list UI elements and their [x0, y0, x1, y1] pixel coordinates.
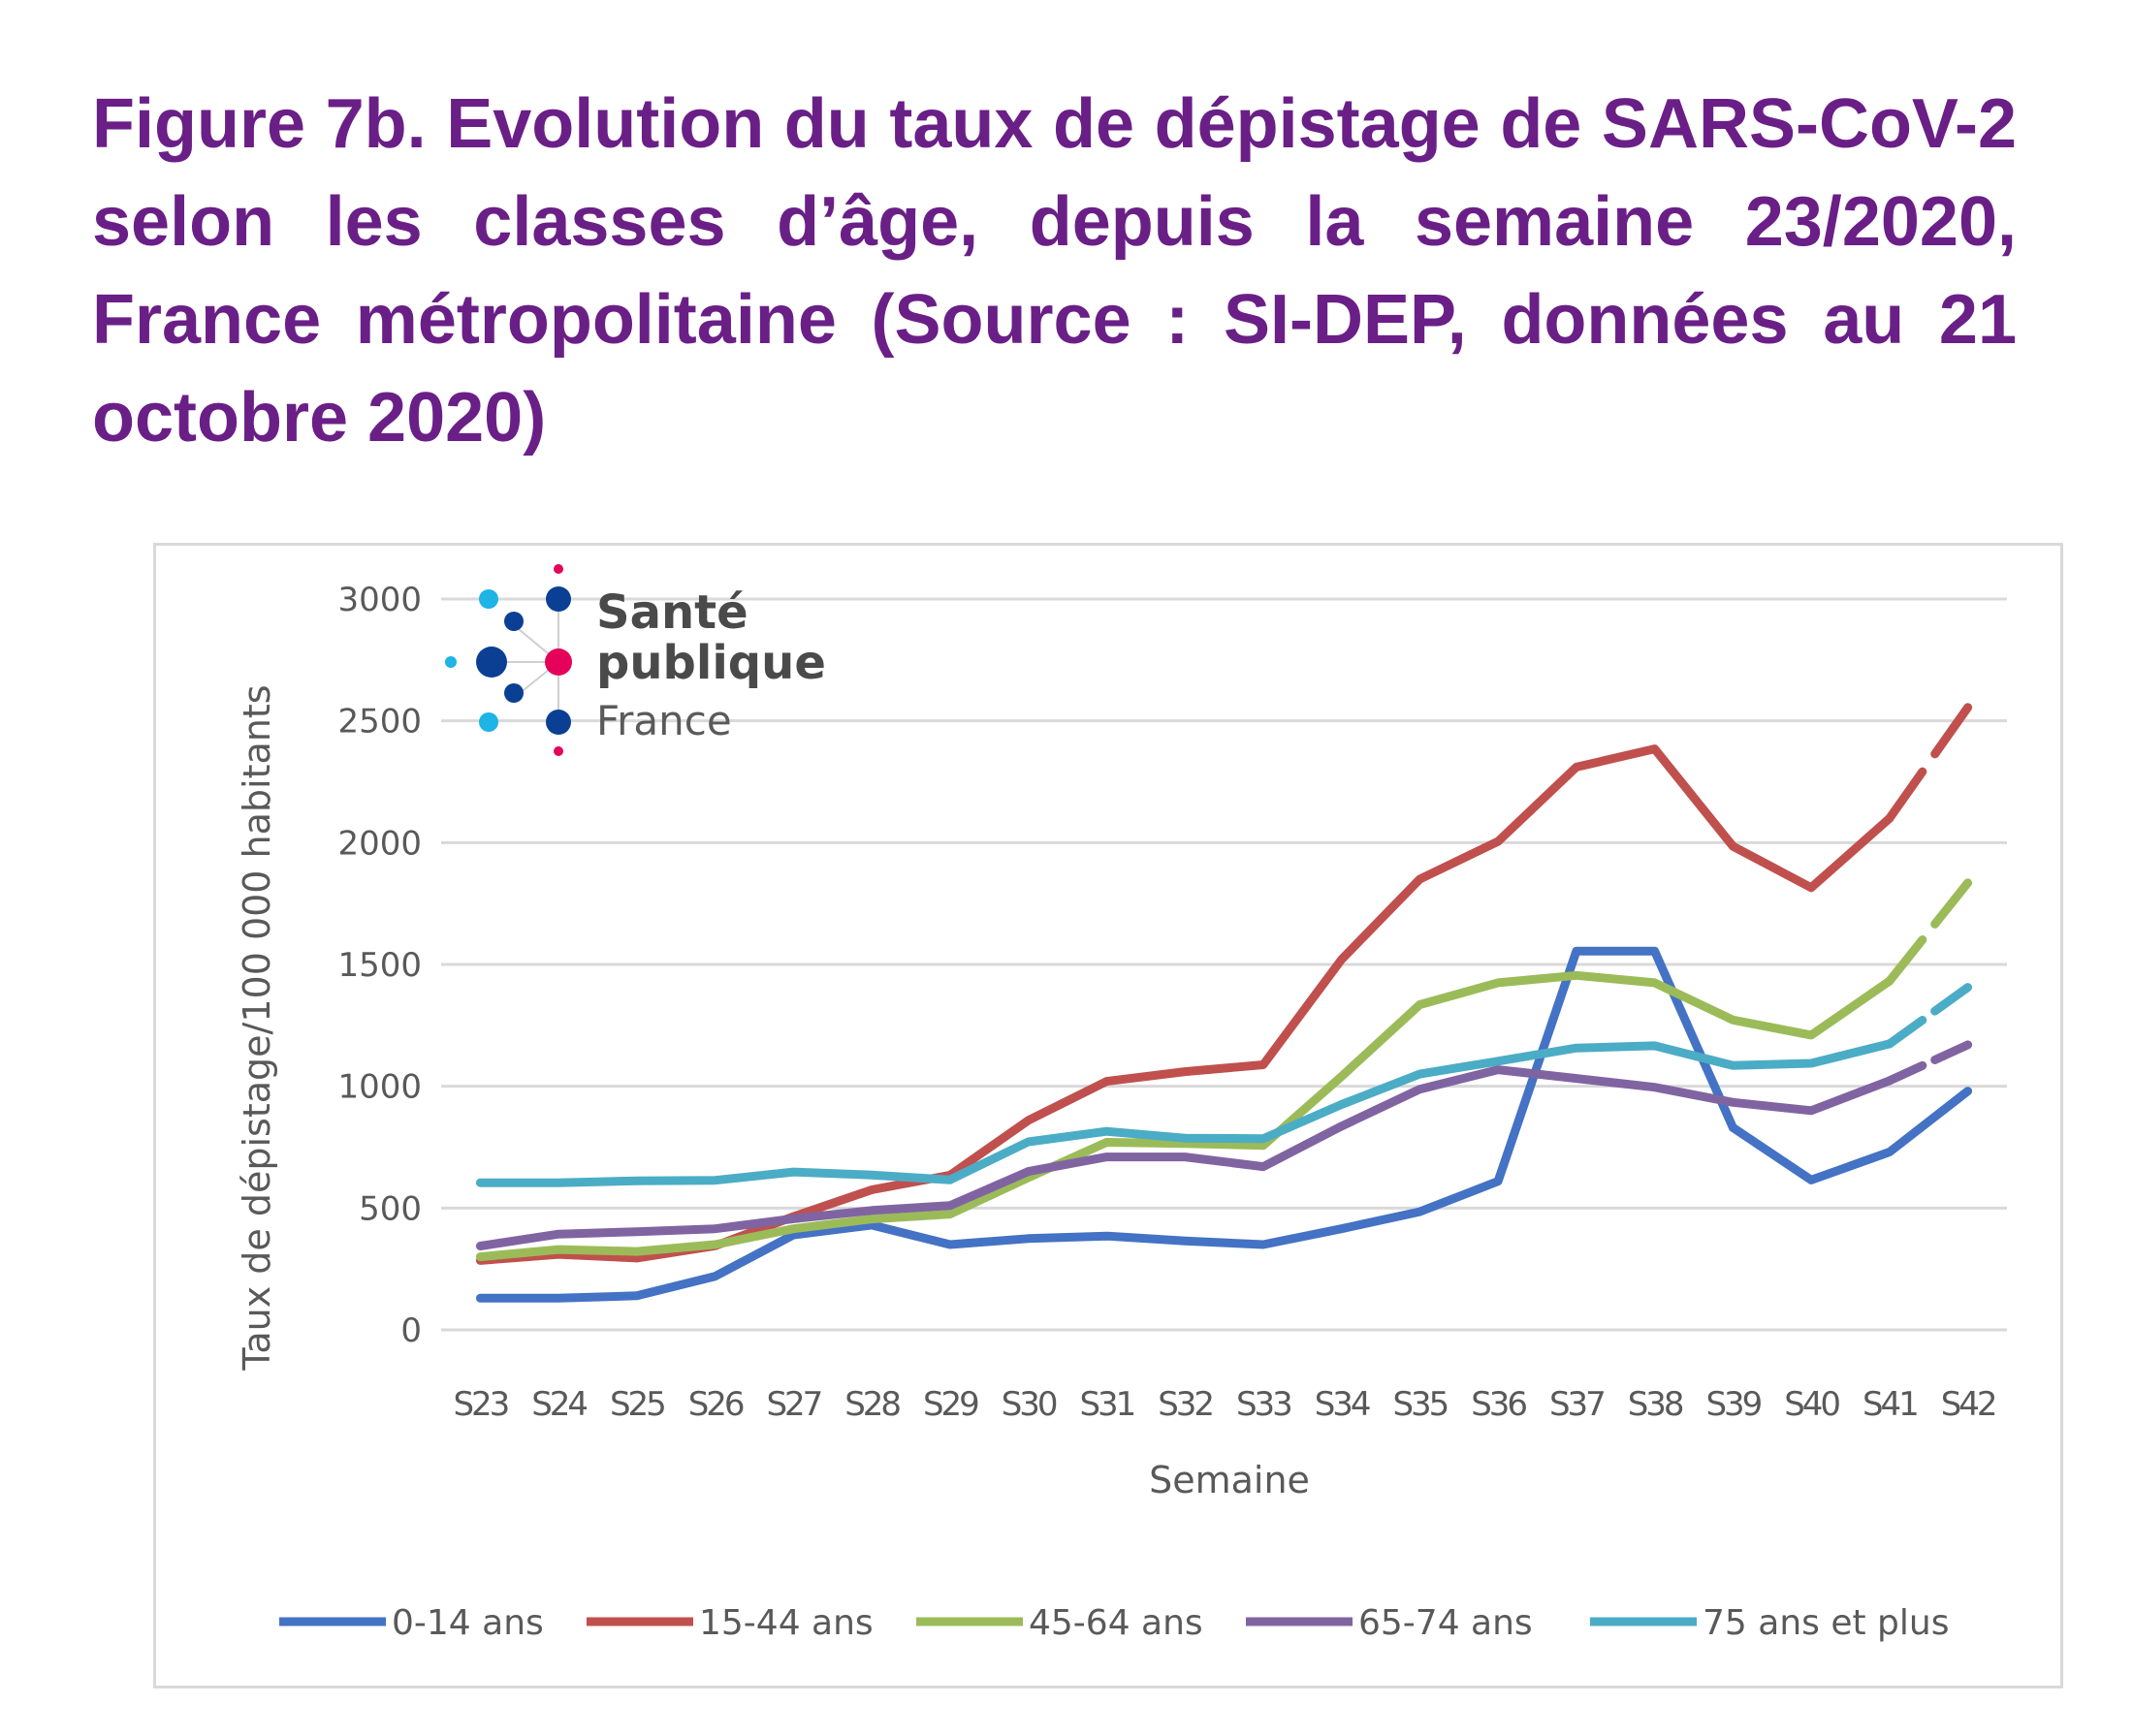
x-tick-label: S33 [1236, 1385, 1290, 1424]
x-tick-label: S37 [1549, 1385, 1604, 1424]
series-45-64-ans [475, 878, 1973, 1262]
x-tick-label: S24 [531, 1385, 587, 1424]
y-tick-label: 1500 [337, 946, 422, 985]
legend-item: 45-64 ans [916, 1603, 1203, 1643]
legend-label: 75 ans et plus [1703, 1603, 1949, 1643]
legend-label: 15-44 ans [699, 1603, 874, 1643]
series-lines [475, 703, 1973, 1303]
series-line [475, 970, 1894, 1262]
legend-item: 65-74 ans [1246, 1603, 1533, 1643]
x-axis-title: Semaine [1149, 1459, 1310, 1501]
chart-frame [153, 543, 2063, 1689]
x-tick-label: S26 [688, 1385, 744, 1424]
series-dashed-segment [1885, 983, 1973, 1049]
legend: 0-14 ans 15-44 ans 45-64 ans 65-74 ans 75 an… [279, 1603, 1949, 1643]
logo-mark-icon [445, 564, 572, 756]
logo-text-france: France [596, 697, 732, 744]
figure-title: Figure 7b. Evolution du taux de dépistag… [92, 85, 2017, 457]
x-tick-label: S38 [1628, 1385, 1683, 1424]
x-tick-label: S30 [1002, 1385, 1057, 1424]
x-tick-label: S31 [1079, 1385, 1133, 1424]
x-tick-label: S42 [1941, 1385, 1995, 1424]
series-dashed-segment [1885, 1040, 1973, 1086]
x-tick-label: S29 [923, 1385, 978, 1424]
y-tick-label: 2500 [337, 703, 422, 742]
x-tick-label: S39 [1705, 1385, 1761, 1424]
gridlines [441, 597, 2007, 1332]
series-dashed-segment [1885, 703, 1973, 823]
logo-text-sante: Santé [596, 585, 748, 640]
x-tick-label: S41 [1862, 1385, 1917, 1424]
x-tick-label: S34 [1315, 1385, 1370, 1424]
legend-label: 45-64 ans [1029, 1603, 1203, 1643]
series-line [475, 1065, 1894, 1250]
y-tick-label: 3000 [337, 581, 422, 619]
x-tick-label: S35 [1392, 1385, 1447, 1424]
x-axis-ticks: S23 S24 S25 S26 S27 S28 S29 S30 S31 S32 S33 S34 S35 S… [453, 1385, 1997, 1424]
x-tick-label: S23 [453, 1385, 507, 1424]
x-tick-label: S27 [766, 1385, 820, 1424]
y-tick-label: 0 [400, 1311, 422, 1350]
legend-item: 75 ans et plus [1590, 1603, 1949, 1643]
legend-label: 0-14 ans [392, 1603, 544, 1643]
y-tick-label: 1000 [337, 1068, 422, 1107]
x-tick-label: S32 [1158, 1385, 1212, 1424]
series-65-74-ans [475, 1040, 1973, 1250]
legend-label: 65-74 ans [1358, 1603, 1533, 1643]
x-tick-label: S36 [1471, 1385, 1526, 1424]
y-tick-label: 500 [359, 1189, 422, 1228]
series-line [475, 1039, 1894, 1187]
x-tick-label: S40 [1784, 1385, 1839, 1424]
legend-item: 0-14 ans [279, 1603, 544, 1643]
series-dashed-segment [1885, 878, 1973, 986]
sante-publique-france-logo: Santé publique France [445, 564, 826, 756]
x-tick-label: S28 [844, 1385, 900, 1424]
y-axis-ticks: 0 500 1000 1500 2000 2500 3000 [337, 581, 422, 1350]
legend-item: 15-44 ans [587, 1603, 874, 1643]
y-tick-label: 2000 [337, 824, 422, 863]
x-tick-label: S25 [610, 1385, 664, 1424]
logo-text-publique: publique [596, 636, 826, 690]
series-75-ans-et-plus [475, 983, 1973, 1187]
y-axis-title: Taux de dépistage/100 000 habitants [236, 684, 278, 1371]
